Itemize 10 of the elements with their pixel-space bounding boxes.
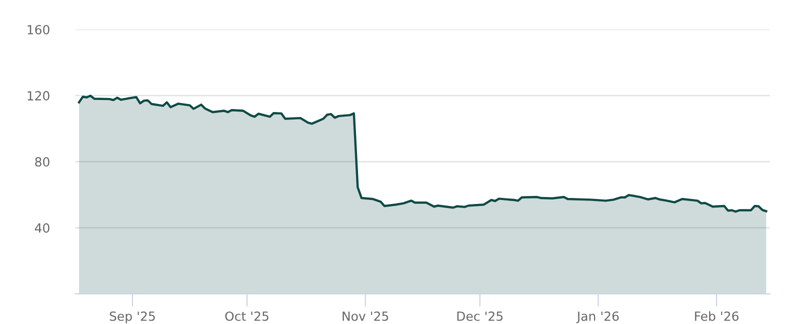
x-tick-label: Feb '26 bbox=[695, 311, 738, 321]
x-tick-label: Oct '25 bbox=[225, 311, 268, 321]
y-tick-label: 120 bbox=[28, 91, 50, 101]
x-tick-label: Jan '26 bbox=[576, 311, 619, 324]
y-tick-label: 80 bbox=[35, 157, 50, 167]
x-tick-label: Nov '25 bbox=[342, 311, 388, 321]
y-tick-label: 160 bbox=[28, 24, 50, 34]
y-tick-label: 40 bbox=[34, 223, 50, 233]
x-tick-label: Sep '25 bbox=[110, 311, 155, 324]
x-tick-label: Dec '25 bbox=[457, 311, 503, 321]
